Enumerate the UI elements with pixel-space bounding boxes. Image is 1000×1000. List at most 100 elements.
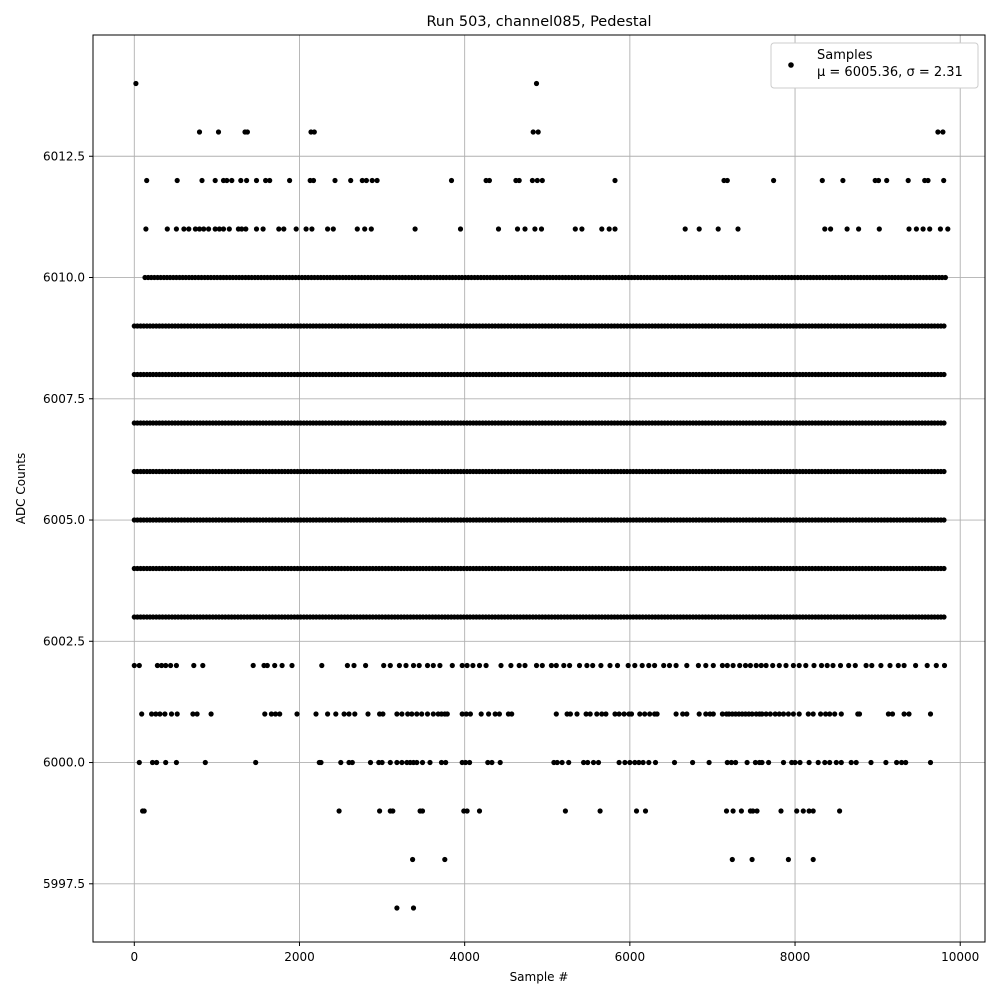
data-point: [806, 759, 812, 766]
data-point: [595, 759, 602, 766]
data-point: [498, 662, 504, 669]
data-point: [778, 808, 784, 814]
data-point: [489, 759, 495, 766]
data-point: [153, 711, 159, 717]
data-point: [887, 662, 893, 669]
data-point: [424, 662, 431, 669]
data-point: [899, 759, 905, 766]
data-point: [838, 711, 844, 717]
data-point: [827, 759, 833, 766]
data-point: [332, 177, 338, 184]
data-point: [553, 711, 559, 717]
data-point: [390, 808, 396, 814]
data-point: [154, 759, 160, 766]
data-point: [941, 468, 947, 475]
data-point: [173, 226, 179, 232]
data-point: [576, 662, 583, 669]
y-tick-label: 6005.0: [43, 513, 85, 527]
data-point: [522, 662, 528, 669]
data-point: [534, 177, 540, 184]
data-point: [253, 226, 260, 232]
plot-frame: [92, 34, 986, 943]
data-point: [313, 711, 319, 717]
data-point: [925, 177, 931, 184]
data-point: [399, 711, 405, 717]
data-point: [192, 226, 198, 232]
data-point: [239, 226, 245, 232]
data-point: [396, 662, 402, 669]
data-point: [467, 711, 473, 717]
data-point: [522, 226, 528, 232]
data-point: [710, 662, 716, 669]
x-tick-label: 10000: [941, 950, 979, 964]
data-point: [833, 759, 839, 766]
data-point: [695, 662, 702, 669]
data-point: [770, 662, 776, 669]
data-point: [597, 808, 603, 814]
data-point: [497, 759, 503, 766]
data-point: [492, 711, 498, 717]
data-point: [244, 129, 250, 135]
data-point: [168, 711, 175, 717]
data-point: [889, 711, 896, 717]
data-point: [554, 759, 560, 766]
data-point: [157, 711, 163, 717]
data-point: [625, 662, 631, 669]
data-point: [818, 662, 825, 669]
data-point: [706, 759, 712, 766]
data-point: [154, 662, 160, 669]
data-point: [927, 711, 934, 717]
data-point: [607, 662, 613, 669]
data-point: [419, 711, 425, 717]
data-point: [244, 177, 250, 184]
data-point: [723, 808, 730, 814]
data-point: [486, 177, 492, 184]
data-point: [267, 177, 273, 184]
data-point: [627, 759, 633, 766]
data-point: [642, 808, 649, 814]
data-point: [884, 177, 890, 184]
data-point: [654, 711, 660, 717]
data-point: [136, 662, 142, 669]
x-tick-label: 4000: [449, 950, 480, 964]
data-point: [636, 759, 642, 766]
data-point: [206, 226, 212, 232]
data-point: [905, 177, 911, 184]
data-point: [495, 226, 502, 232]
data-point: [330, 226, 336, 232]
data-point: [409, 711, 415, 717]
data-point: [476, 662, 483, 669]
data-point: [599, 226, 605, 232]
data-point: [945, 226, 951, 232]
data-point: [941, 565, 947, 572]
data-point: [652, 662, 658, 669]
data-point: [344, 662, 350, 669]
data-point: [790, 711, 797, 717]
data-point: [226, 226, 232, 232]
data-point: [449, 662, 455, 669]
data-point: [661, 662, 667, 669]
data-point: [803, 662, 809, 669]
data-point: [414, 759, 420, 766]
data-point: [632, 662, 638, 669]
legend-stats-label: μ = 6005.36, σ = 2.31: [817, 65, 963, 80]
data-point: [277, 711, 283, 717]
data-point: [637, 711, 643, 717]
data-point: [485, 759, 491, 766]
data-point: [276, 226, 282, 232]
data-point: [548, 662, 555, 669]
data-point: [194, 711, 200, 717]
data-point: [935, 129, 941, 135]
data-point: [906, 226, 912, 232]
data-point: [410, 856, 416, 863]
data-point: [913, 226, 920, 232]
data-point: [173, 662, 179, 669]
data-point: [750, 808, 756, 814]
data-point: [735, 226, 741, 232]
data-point: [616, 711, 622, 717]
data-point: [164, 226, 170, 232]
data-point: [868, 759, 874, 766]
data-point: [539, 662, 545, 669]
data-point: [496, 711, 502, 717]
data-point: [856, 226, 862, 232]
